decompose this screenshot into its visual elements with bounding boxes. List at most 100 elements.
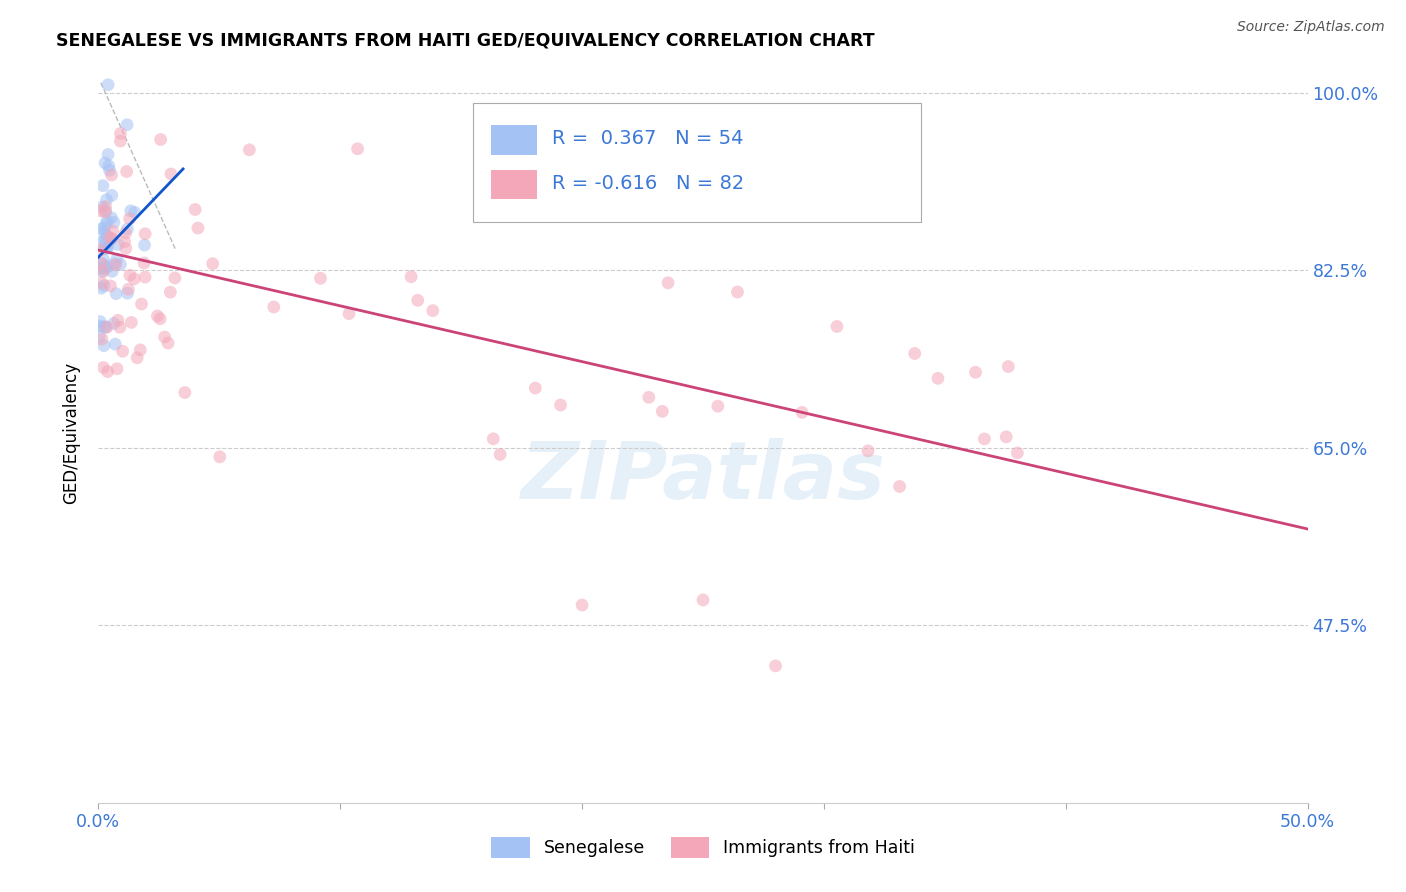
Point xyxy=(904,346,927,360)
Point xyxy=(93,221,115,235)
Point xyxy=(122,272,145,286)
Point xyxy=(100,168,122,182)
Point xyxy=(90,222,112,236)
Point xyxy=(93,264,115,278)
Point xyxy=(96,229,118,244)
Point xyxy=(94,241,117,255)
Point xyxy=(105,361,128,376)
Point xyxy=(94,261,117,276)
Point xyxy=(134,238,156,252)
Bar xyxy=(492,126,537,155)
Point xyxy=(96,242,118,256)
Point xyxy=(93,252,115,267)
Point xyxy=(90,256,112,270)
Point xyxy=(94,320,117,334)
Point xyxy=(120,315,142,329)
Point xyxy=(117,282,139,296)
Point xyxy=(93,338,115,352)
Point xyxy=(117,222,139,236)
Point xyxy=(406,293,429,308)
Point xyxy=(114,235,136,249)
Point xyxy=(157,336,180,351)
Point xyxy=(94,200,117,214)
Point xyxy=(856,443,879,458)
Point xyxy=(309,271,332,285)
Point xyxy=(399,269,422,284)
Point xyxy=(159,285,181,300)
Point xyxy=(96,193,118,207)
Point xyxy=(103,215,125,229)
Point xyxy=(91,257,114,271)
Y-axis label: GED/Equivalency: GED/Equivalency xyxy=(62,361,80,504)
Point xyxy=(96,260,118,274)
Text: SENEGALESE VS IMMIGRANTS FROM HAITI GED/EQUIVALENCY CORRELATION CHART: SENEGALESE VS IMMIGRANTS FROM HAITI GED/… xyxy=(56,31,875,49)
Point xyxy=(889,479,911,493)
Point xyxy=(97,365,120,379)
Point xyxy=(93,278,115,293)
Point xyxy=(101,188,124,202)
Point xyxy=(101,264,124,278)
Point xyxy=(1007,446,1029,460)
Point xyxy=(89,203,111,218)
Point xyxy=(637,390,659,404)
Point xyxy=(98,230,121,244)
Point xyxy=(482,432,505,446)
Point xyxy=(91,178,114,193)
Point xyxy=(96,320,118,334)
Point xyxy=(727,285,749,299)
Point xyxy=(149,132,172,146)
Legend: Senegalese, Immigrants from Haiti: Senegalese, Immigrants from Haiti xyxy=(485,830,921,864)
Point xyxy=(111,344,134,359)
Point xyxy=(184,202,207,217)
Point xyxy=(98,163,121,178)
Point xyxy=(657,276,679,290)
Point xyxy=(707,399,730,413)
Point xyxy=(163,271,186,285)
Point xyxy=(89,319,111,334)
Point xyxy=(346,142,368,156)
Point xyxy=(105,286,128,301)
Point xyxy=(104,257,127,271)
Point xyxy=(973,432,995,446)
Point xyxy=(127,351,149,365)
Point xyxy=(651,404,673,418)
Point xyxy=(115,118,138,132)
Point xyxy=(422,303,444,318)
Point xyxy=(132,256,155,270)
Point xyxy=(94,156,117,170)
Point xyxy=(118,268,141,283)
Point xyxy=(97,159,120,173)
Point xyxy=(94,226,117,240)
Point xyxy=(89,315,111,329)
Point xyxy=(107,237,129,252)
Point xyxy=(965,365,987,379)
Point xyxy=(104,337,127,351)
Point xyxy=(124,205,146,219)
Point xyxy=(101,231,124,245)
Point xyxy=(131,297,153,311)
Point xyxy=(114,241,136,255)
Bar xyxy=(492,169,537,200)
Point xyxy=(134,270,156,285)
Point xyxy=(94,205,117,219)
Point xyxy=(91,261,114,276)
Text: R =  0.367   N = 54: R = 0.367 N = 54 xyxy=(551,129,744,148)
Point xyxy=(208,450,231,464)
Point xyxy=(692,593,714,607)
Point xyxy=(263,300,285,314)
Point xyxy=(134,227,156,241)
Point xyxy=(104,258,127,272)
Point xyxy=(94,204,117,219)
Point xyxy=(997,359,1019,374)
Point xyxy=(489,447,512,461)
Text: ZIPatlas: ZIPatlas xyxy=(520,438,886,516)
Point xyxy=(103,317,125,331)
Point xyxy=(90,235,112,250)
Text: Source: ZipAtlas.com: Source: ZipAtlas.com xyxy=(1237,20,1385,34)
Point xyxy=(201,257,224,271)
Point xyxy=(173,385,195,400)
Point xyxy=(146,309,169,323)
Point xyxy=(238,143,260,157)
Point xyxy=(107,313,129,327)
Point xyxy=(98,279,121,293)
